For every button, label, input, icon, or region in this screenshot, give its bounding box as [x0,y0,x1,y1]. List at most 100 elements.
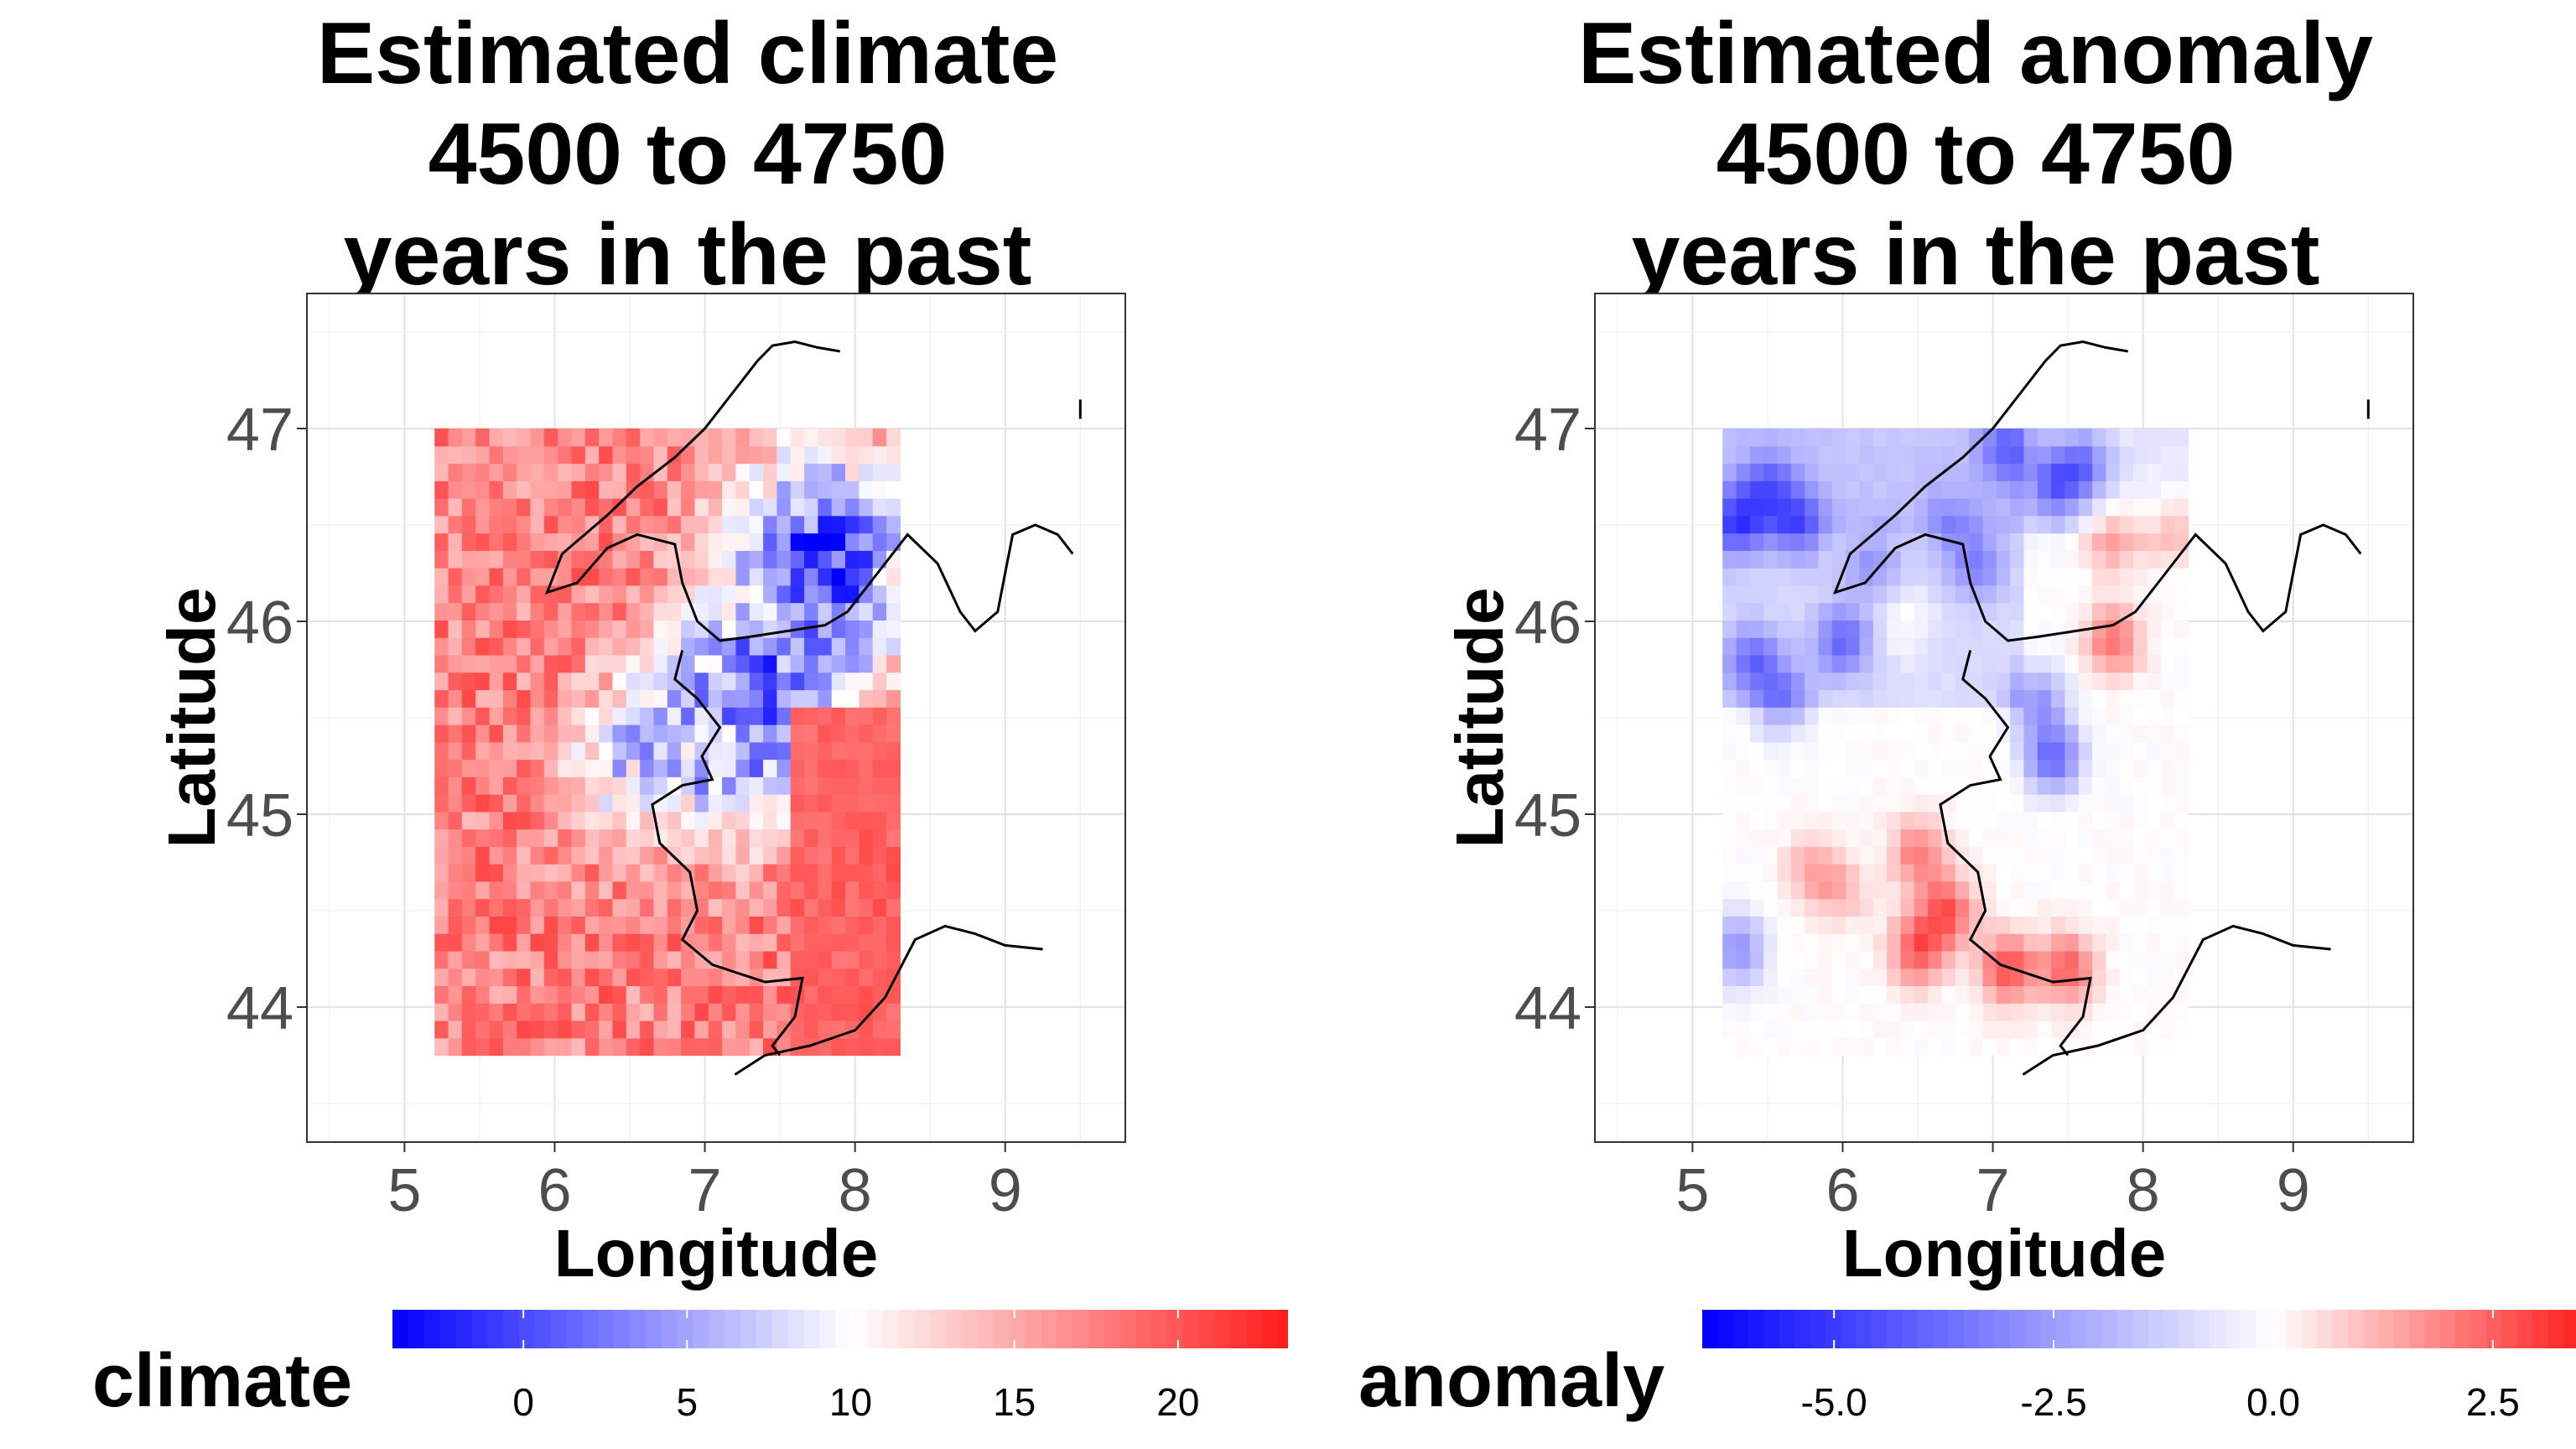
heatmap-cell [543,480,558,499]
heatmap-cell [2092,846,2107,865]
heatmap-cell [1777,445,1792,465]
heatmap-cell [749,828,764,847]
heatmap-cell [722,1037,737,1057]
heatmap-cell [640,776,655,795]
heatmap-cell [1872,1020,1888,1039]
heatmap-cell [1749,532,1764,551]
heatmap-cell [1722,707,1737,725]
heatmap-cell [1777,776,1792,795]
heatmap-cell [1859,794,1874,813]
heatmap-cell [530,445,545,465]
heatmap-cell [845,532,860,551]
color-bar-gradient [1702,1310,2576,1348]
color-bar-segment [1072,1310,1089,1348]
heatmap-cell [448,811,463,830]
color-bar-segment [1794,1310,1811,1348]
heatmap-cell [694,602,709,621]
heatmap-cell [1831,602,1846,621]
heatmap-cell [1887,463,1902,481]
heatmap-cell [872,463,887,481]
heatmap-cell [461,864,476,882]
color-bar-segment [1702,1310,1719,1348]
heatmap-cell [489,828,504,847]
heatmap-cell [708,794,723,813]
heatmap-cell [2064,828,2080,847]
heatmap-cell [790,880,805,900]
heatmap-cell [530,463,545,481]
heatmap-cell [2147,672,2162,691]
heatmap-cell [831,898,846,917]
x-tick-label: 6 [538,1157,571,1224]
heatmap-cell [790,950,805,969]
heatmap-cell [543,916,558,934]
heatmap-cell [722,776,737,795]
heatmap-cell [2119,724,2134,743]
heatmap-cell [1846,1037,1861,1057]
heatmap-cell [502,1037,517,1057]
heatmap-cell [2160,916,2175,934]
heatmap-cell [1928,428,1943,447]
heatmap-cell [831,707,846,725]
heatmap-cell [2092,776,2107,795]
heatmap-cell [2051,568,2066,586]
heatmap-cell [859,916,874,934]
heatmap-cell [2037,602,2052,621]
heatmap-cell [2147,916,2162,934]
heatmap-cell [558,532,573,551]
heatmap-cell [722,672,737,691]
heatmap-cell [2119,950,2134,969]
heatmap-cell [1818,828,1833,847]
heatmap-cell [886,776,901,795]
heatmap-cell [2147,933,2162,952]
heatmap-cell [475,707,491,725]
heatmap-cell [1887,811,1902,830]
heatmap-cell [2010,933,2025,952]
heatmap-cell [612,933,627,952]
heatmap-cell [2010,689,2025,708]
color-bar-segment [2194,1310,2210,1348]
color-bar-segment [582,1310,600,1348]
heatmap-cell [1818,463,1833,481]
heatmap-cell [2174,445,2189,465]
heatmap-cell [776,672,792,691]
heatmap-cell [1749,445,1764,465]
heatmap-cell [599,602,614,621]
heatmap-cell [1996,1020,2011,1039]
heatmap-cell [448,672,463,691]
heatmap-cell [653,933,668,952]
heatmap-cell [2106,741,2121,761]
heatmap-cell [1722,672,1737,691]
heatmap-cell [475,794,491,813]
heatmap-cell [1846,602,1861,621]
heatmap-cell [1790,1020,1805,1039]
heatmap-cell [2078,584,2093,604]
heatmap-cell [489,428,504,447]
color-bar-segment [2302,1310,2319,1348]
heatmap-cell [804,498,819,517]
heatmap-cell [2160,532,2175,551]
heatmap-cell [1805,741,1820,761]
heatmap-cell [735,828,750,847]
heatmap-cell [831,864,846,882]
heatmap-cell [776,532,792,551]
heatmap-cell [708,880,723,900]
heatmap-cell [1831,637,1846,656]
color-bar-segment [566,1310,584,1348]
heatmap-cell [2174,916,2189,934]
heatmap-cell [626,689,641,708]
heatmap-cell [558,463,573,481]
heatmap-cell [1749,620,1764,638]
heatmap-cell [1969,776,1984,795]
heatmap-cell [1969,620,1984,638]
heatmap-cell [735,689,750,708]
heatmap-cell [1996,480,2011,499]
heatmap-cell [1763,776,1779,795]
heatmap-cell [448,445,463,465]
color-bar-segment [1135,1310,1153,1348]
heatmap-cell [2037,880,2052,900]
heatmap-cell [1996,445,2011,465]
heatmap-cell [571,828,586,847]
chart-title: Estimated climate 4500 to 4750 years in th… [252,3,1124,305]
heatmap-cell [2023,1020,2038,1039]
heatmap-cell [763,654,778,673]
